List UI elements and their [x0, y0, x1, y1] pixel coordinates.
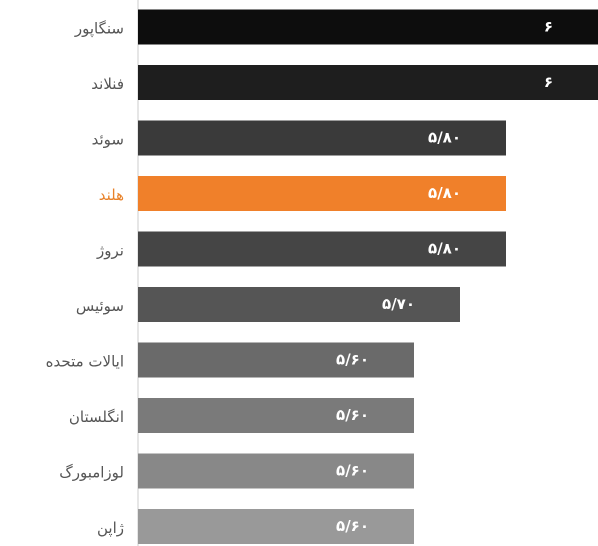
value-label: ۵/۶۰: [336, 406, 369, 424]
category-label: هلند: [99, 186, 124, 204]
value-label: ۵/۶۰: [336, 517, 369, 535]
category-label: انگلستان: [69, 408, 124, 426]
value-label: ۵/۸۰: [428, 240, 461, 258]
value-label: ۵/۶۰: [336, 351, 369, 369]
bar: [138, 398, 414, 433]
bar: [138, 453, 414, 489]
category-label: سوئد: [92, 131, 124, 149]
bar: [138, 9, 598, 45]
category-label: فنلاند: [91, 75, 124, 93]
category-label: سنگاپور: [74, 20, 124, 39]
category-label: نروژ: [96, 242, 124, 260]
value-label: ۶: [544, 73, 553, 91]
category-label: سوئیس: [76, 297, 124, 315]
category-label: ایالات متحده: [46, 353, 124, 371]
bar: [138, 287, 460, 322]
value-label: ۵/۸۰: [428, 129, 461, 147]
bar: [138, 176, 506, 211]
bar: [138, 231, 506, 267]
category-label: لوزامبورگ: [59, 464, 124, 482]
bar: [138, 509, 414, 544]
bar: [138, 342, 414, 378]
value-label: ۵/۷۰: [382, 295, 415, 313]
value-label: ۶: [544, 18, 553, 36]
bar: [138, 120, 506, 156]
value-label: ۵/۸۰: [428, 184, 461, 202]
bar: [138, 65, 598, 100]
category-label: ژاپن: [97, 519, 124, 538]
value-label: ۵/۶۰: [336, 462, 369, 480]
